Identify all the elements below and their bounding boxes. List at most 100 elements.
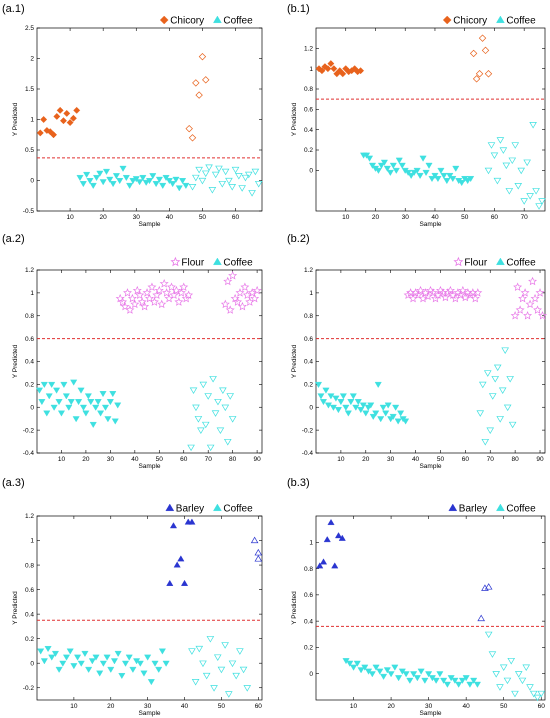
data-point-coffee bbox=[114, 650, 122, 657]
data-point-coffee bbox=[119, 165, 127, 172]
y-tick-label: 0.2 bbox=[25, 636, 34, 643]
y-tick-label: -0.2 bbox=[23, 427, 35, 434]
y-tick-label: 1.5 bbox=[25, 86, 34, 93]
y-tick-label: 0.2 bbox=[25, 382, 34, 389]
data-point-coffee bbox=[523, 159, 531, 167]
legend-marker-coffee bbox=[213, 257, 222, 265]
y-tick-label: -0.5 bbox=[23, 208, 35, 215]
data-point-flour bbox=[515, 305, 525, 314]
data-point-flour bbox=[159, 279, 169, 288]
data-point-barley bbox=[316, 562, 324, 569]
data-point-barley bbox=[334, 532, 343, 539]
data-point-flour bbox=[433, 290, 443, 299]
data-point-coffee bbox=[214, 398, 222, 406]
data-point-coffee bbox=[440, 172, 448, 180]
y-tick-label: 1 bbox=[309, 290, 313, 297]
data-point-coffee bbox=[102, 168, 111, 175]
data-point-coffee bbox=[421, 677, 429, 684]
data-point-coffee bbox=[372, 664, 380, 671]
data-point-coffee bbox=[389, 162, 397, 169]
data-point-flour bbox=[458, 285, 468, 295]
data-point-coffee bbox=[467, 176, 475, 183]
data-point-coffee bbox=[197, 427, 205, 435]
chart-panel-b1: (b.1) 10 20 30 40 50 60 70 0 0.2 0.4 0.6 0.8 1 1.2 Samp… bbox=[287, 3, 546, 228]
x-tick-label: 60 bbox=[462, 456, 470, 463]
data-point-coffee bbox=[486, 427, 495, 435]
data-point-barley bbox=[250, 536, 259, 544]
data-point-chicory bbox=[36, 129, 44, 137]
x-tick-label: 20 bbox=[362, 456, 370, 463]
data-point-flour bbox=[242, 290, 252, 299]
data-point-coffee bbox=[165, 178, 173, 185]
x-tick-label: 10 bbox=[342, 214, 350, 221]
data-point-barley bbox=[166, 579, 174, 586]
data-point-coffee bbox=[145, 178, 154, 185]
legend-label-coffee: Coffee bbox=[506, 258, 536, 269]
data-point-coffee bbox=[379, 404, 387, 411]
data-point-coffee bbox=[522, 664, 531, 672]
data-point-chicory bbox=[339, 70, 347, 78]
data-point-flour bbox=[473, 288, 483, 297]
data-point-coffee bbox=[406, 677, 414, 684]
y-tick-label: 0.4 bbox=[304, 359, 313, 366]
x-tick-label: 50 bbox=[218, 703, 226, 710]
y-tick-label: 1 bbox=[30, 538, 34, 545]
data-point-coffee bbox=[225, 177, 233, 185]
data-point-coffee bbox=[228, 184, 237, 191]
data-point-coffee bbox=[223, 438, 232, 446]
legend-label-coffee: Coffee bbox=[223, 258, 253, 269]
data-point-coffee bbox=[103, 654, 111, 661]
data-point-coffee bbox=[241, 174, 250, 182]
data-point-coffee bbox=[517, 167, 526, 175]
chart-panel-a2: (a.2) 10 20 30 40 50 60 70 80 90 -0.4 -0.2 0 0.2 0.4 0.… bbox=[2, 233, 263, 470]
data-point-coffee bbox=[417, 668, 425, 675]
data-point-coffee bbox=[386, 169, 394, 176]
y-tick-label: 1.2 bbox=[304, 46, 313, 53]
data-point-coffee bbox=[136, 179, 144, 186]
x-tick-label: 60 bbox=[538, 703, 546, 710]
data-point-coffee bbox=[473, 681, 481, 688]
data-point-flour bbox=[130, 299, 140, 309]
data-point-coffee bbox=[126, 182, 134, 189]
data-point-coffee bbox=[431, 172, 439, 180]
data-point-coffee bbox=[84, 393, 92, 400]
data-point-coffee bbox=[329, 404, 337, 411]
x-tick-label: 20 bbox=[82, 456, 90, 463]
data-point-coffee bbox=[118, 673, 126, 680]
y-tick-label: 1 bbox=[30, 290, 34, 297]
panel-label: (b.3) bbox=[287, 477, 310, 489]
data-point-coffee bbox=[361, 664, 369, 671]
plot-frame bbox=[36, 269, 263, 454]
data-point-flour bbox=[154, 285, 164, 295]
legend: Flour Coffee bbox=[170, 256, 253, 269]
data-point-coffee bbox=[383, 165, 391, 172]
data-point-coffee bbox=[451, 677, 459, 684]
data-point-coffee bbox=[199, 660, 207, 668]
data-point-flour bbox=[535, 288, 545, 297]
data-point-coffee bbox=[77, 387, 85, 394]
data-point-coffee bbox=[434, 176, 442, 183]
data-point-coffee bbox=[324, 402, 332, 409]
data-point-flour bbox=[538, 311, 547, 320]
data-point-coffee bbox=[380, 159, 388, 166]
data-point-coffee bbox=[455, 681, 463, 688]
data-point-chicory bbox=[63, 109, 71, 117]
data-point-coffee bbox=[216, 427, 225, 435]
data-point-coffee bbox=[99, 179, 107, 186]
data-point-coffee bbox=[503, 404, 512, 412]
legend-label-flour: Flour bbox=[464, 258, 487, 269]
data-point-coffee bbox=[111, 418, 119, 425]
legend-marker-coffee bbox=[213, 15, 222, 23]
data-point-chicory bbox=[192, 79, 200, 87]
data-point-coffee bbox=[496, 137, 505, 144]
data-point-coffee bbox=[112, 173, 120, 180]
data-point-flour bbox=[252, 285, 262, 295]
data-point-coffee bbox=[51, 650, 59, 657]
y-tick-label: 0 bbox=[309, 671, 313, 678]
x-tick-label: 40 bbox=[181, 703, 189, 710]
y-axis-title: Y Predicted bbox=[12, 102, 19, 136]
data-point-coffee bbox=[226, 393, 235, 400]
data-point-chicory bbox=[198, 52, 207, 61]
y-tick-label: -0.4 bbox=[23, 450, 35, 457]
data-point-coffee bbox=[110, 658, 119, 665]
